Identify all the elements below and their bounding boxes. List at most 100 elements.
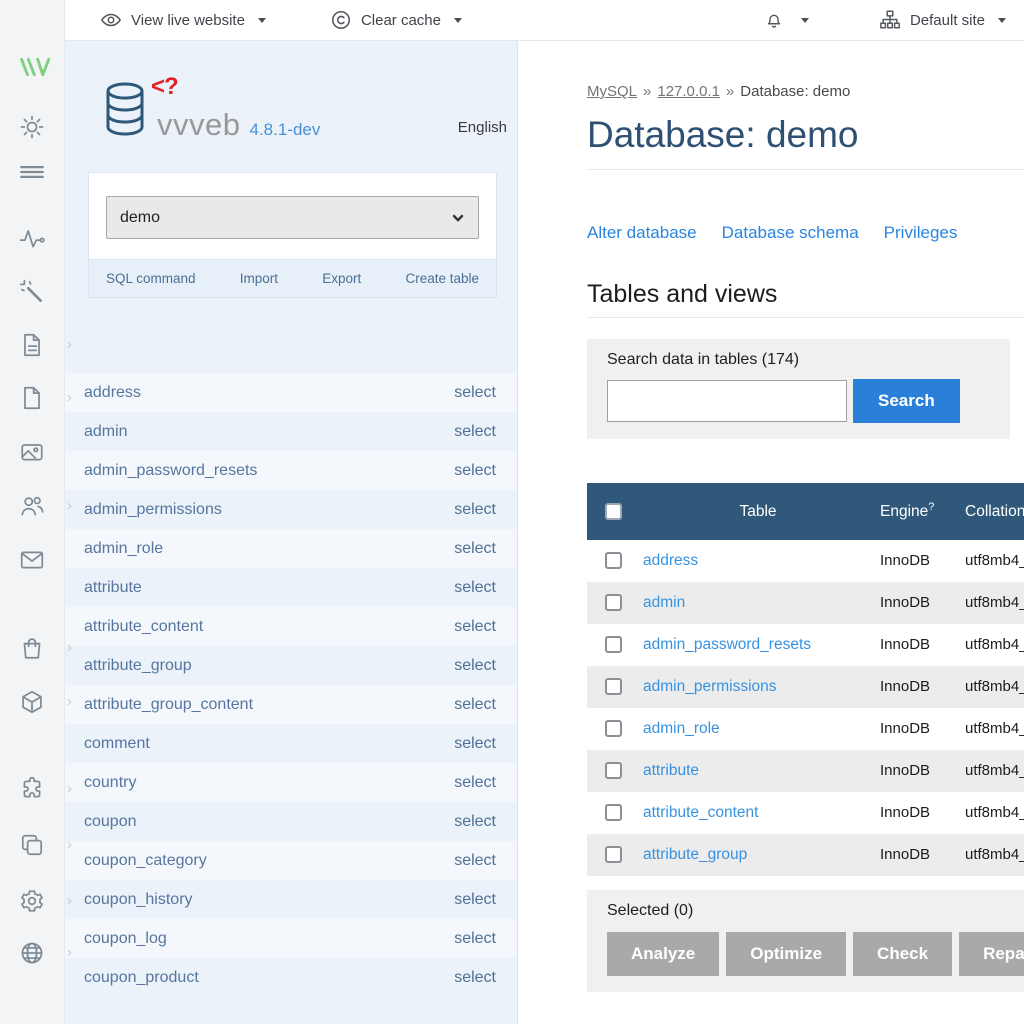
theme-sun-icon[interactable] — [19, 114, 47, 142]
table-link[interactable]: attribute — [643, 762, 700, 779]
table-link[interactable]: attribute_group_content — [84, 695, 254, 713]
privileges-link[interactable]: Privileges — [883, 223, 958, 242]
list-item: coupon_log select — [65, 919, 516, 958]
table-link[interactable]: coupon_history — [84, 890, 193, 908]
row-checkbox[interactable] — [605, 552, 622, 570]
default-site-dropdown[interactable]: Default site — [879, 9, 1006, 31]
table-link[interactable]: attribute_group — [643, 846, 748, 863]
table-link[interactable]: admin_permissions — [84, 500, 222, 518]
list-item: country select — [65, 763, 516, 802]
gear-icon[interactable]: › — [19, 888, 72, 916]
repair-button[interactable]: Repair — [959, 932, 1024, 976]
engine-value: InnoDB — [880, 762, 931, 779]
select-link[interactable]: select — [454, 773, 496, 791]
mail-icon[interactable] — [19, 547, 47, 575]
breadcrumb-mysql-link[interactable]: MySQL — [587, 83, 638, 100]
table-link[interactable]: admin_role — [84, 539, 164, 557]
vvveb-logo-icon[interactable] — [19, 56, 51, 84]
select-link[interactable]: select — [454, 734, 496, 752]
table-link[interactable]: coupon_category — [84, 851, 207, 869]
row-checkbox[interactable] — [605, 678, 622, 696]
breadcrumb-host-link[interactable]: 127.0.0.1 — [657, 83, 720, 100]
table-link[interactable]: admin_password_resets — [84, 461, 258, 479]
table-link[interactable]: admin — [643, 594, 686, 611]
select-link[interactable]: select — [454, 500, 496, 518]
puzzle-icon[interactable]: › — [19, 776, 72, 804]
selected-legend: Selected (0) — [607, 902, 694, 919]
select-link[interactable]: select — [454, 461, 496, 479]
table-link[interactable]: admin_permissions — [643, 678, 777, 695]
select-all-checkbox[interactable] — [605, 502, 622, 520]
table-link[interactable]: attribute_group — [84, 656, 192, 674]
optimize-button[interactable]: Optimize — [726, 932, 847, 976]
select-link[interactable]: select — [454, 539, 496, 557]
sql-command-link[interactable]: SQL command — [106, 271, 196, 286]
select-link[interactable]: select — [454, 617, 496, 635]
view-live-website-dropdown[interactable]: View live website — [100, 9, 266, 31]
copy-pages-icon[interactable]: › — [19, 832, 72, 860]
section-title: Tables and views — [587, 280, 778, 308]
table-link[interactable]: attribute_content — [84, 617, 204, 635]
clear-cache-dropdown[interactable]: Clear cache — [330, 9, 462, 31]
shopping-bag-icon[interactable]: › — [19, 635, 72, 663]
tables-list: address select admin select admin_password… — [65, 373, 516, 997]
database-select[interactable]: demo — [106, 196, 479, 239]
select-link[interactable]: select — [454, 929, 496, 947]
notifications-dropdown[interactable] — [764, 10, 809, 30]
file-icon[interactable]: › — [19, 385, 72, 413]
table-link[interactable]: address — [643, 552, 699, 569]
select-link[interactable]: select — [454, 695, 496, 713]
analyze-button[interactable]: Analyze — [607, 932, 720, 976]
sitemap-icon — [880, 10, 900, 29]
database-select-value: demo — [120, 208, 161, 226]
engine-help-link[interactable]: ? — [928, 501, 935, 514]
database-schema-link[interactable]: Database schema — [721, 223, 859, 242]
select-link[interactable]: select — [454, 383, 496, 401]
row-checkbox[interactable] — [605, 804, 622, 822]
row-checkbox[interactable] — [605, 636, 622, 654]
check-button[interactable]: Check — [853, 932, 953, 976]
chevron-right-icon: › — [67, 693, 72, 710]
export-link[interactable]: Export — [322, 271, 362, 286]
table-link[interactable]: coupon — [84, 812, 137, 830]
search-input[interactable] — [607, 380, 847, 422]
table-link[interactable]: country — [84, 773, 137, 791]
alter-database-link[interactable]: Alter database — [587, 223, 697, 242]
table-link[interactable]: address — [84, 383, 141, 401]
box-icon[interactable]: › — [19, 689, 72, 717]
engine-value: InnoDB — [880, 594, 931, 611]
table-row: admin_permissions InnoDB utf8mb4_ — [587, 666, 1024, 708]
table-link[interactable]: coupon_log — [84, 929, 167, 947]
table-link[interactable]: admin_role — [643, 720, 720, 737]
file-text-icon[interactable]: › — [19, 332, 72, 360]
activity-icon[interactable] — [19, 226, 47, 254]
menu-icon[interactable] — [19, 159, 47, 187]
row-checkbox[interactable] — [605, 846, 622, 864]
language-selector[interactable]: English — [457, 119, 507, 136]
select-link[interactable]: select — [454, 851, 496, 869]
table-link[interactable]: attribute_content — [643, 804, 759, 821]
create-table-link[interactable]: Create table — [405, 271, 479, 286]
import-link[interactable]: Import — [239, 271, 279, 286]
row-checkbox[interactable] — [605, 762, 622, 780]
table-link[interactable]: attribute — [84, 578, 142, 596]
globe-icon[interactable]: › — [19, 940, 72, 968]
magic-wand-icon[interactable] — [19, 279, 47, 307]
media-images-icon[interactable] — [19, 439, 47, 467]
table-link[interactable]: comment — [84, 734, 150, 752]
search-button[interactable]: Search — [853, 379, 960, 423]
table-link[interactable]: admin_password_resets — [643, 636, 812, 653]
select-link[interactable]: select — [454, 656, 496, 674]
table-link[interactable]: coupon_product — [84, 968, 199, 986]
users-icon[interactable]: › — [19, 493, 72, 521]
row-checkbox[interactable] — [605, 720, 622, 738]
select-link[interactable]: select — [454, 578, 496, 596]
select-link[interactable]: select — [454, 890, 496, 908]
list-item: coupon select — [65, 802, 516, 841]
select-link[interactable]: select — [454, 812, 496, 830]
row-checkbox[interactable] — [605, 594, 622, 612]
select-link[interactable]: select — [454, 422, 496, 440]
select-link[interactable]: select — [454, 968, 496, 986]
collation-value: utf8mb4_ — [965, 636, 1024, 653]
table-link[interactable]: admin — [84, 422, 128, 440]
